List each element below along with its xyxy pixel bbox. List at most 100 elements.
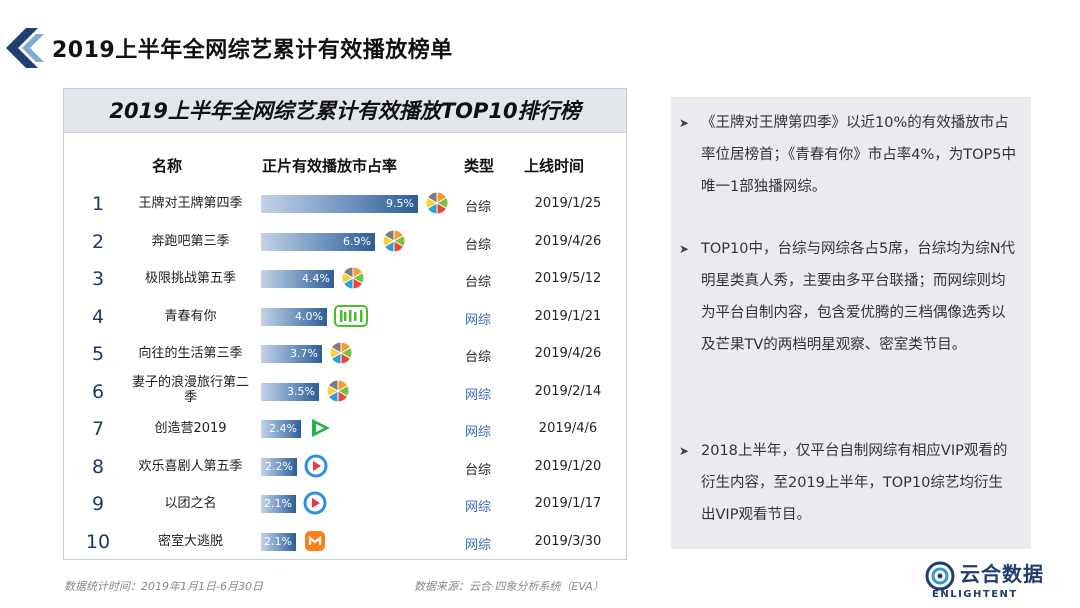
show-type: 网综	[464, 312, 491, 328]
table-row: 6 妻子的浪漫旅行第二季 3.5% 网综 2019/2/14	[63, 373, 627, 410]
chevron-left-icon	[6, 28, 44, 68]
arrow-bullet-icon: ➤	[679, 116, 690, 130]
launch-date: 2019/4/26	[534, 346, 602, 361]
footer-source: 数据来源：云合·四象分析系统（EVA）	[414, 580, 604, 593]
header-type: 类型	[464, 157, 495, 175]
show-name: 奔跑吧第三季	[151, 233, 230, 249]
share-bar: 9.5%	[261, 195, 418, 213]
show-type: 网综	[464, 387, 491, 403]
arrow-bullet-icon: ➤	[679, 242, 690, 256]
multi-platform-icon	[326, 378, 350, 403]
enlightent-logo-icon	[925, 561, 955, 591]
share-bar-label: 2.1%	[264, 497, 292, 510]
multi-platform-icon	[425, 191, 449, 215]
share-bar-label: 3.5%	[287, 384, 315, 398]
share-bar: 4.4%	[261, 270, 334, 288]
share-bar-label: 4.0%	[295, 309, 323, 323]
table-row: 3 极限挑战第五季 4.4% 台综 2019/5/12	[63, 260, 627, 297]
rank-number: 8	[91, 455, 105, 478]
launch-date: 2019/4/26	[534, 233, 602, 249]
multi-platform-icon	[341, 266, 365, 290]
mango-tv-icon	[303, 529, 327, 553]
show-name: 青春有你	[164, 308, 217, 324]
share-bar: 2.2%	[261, 457, 297, 476]
launch-date: 2019/1/25	[534, 196, 602, 211]
share-bar-label: 2.2%	[265, 459, 293, 473]
share-bar: 2.1%	[261, 495, 296, 513]
launch-date: 2019/3/30	[534, 533, 602, 549]
rank-number: 7	[91, 418, 105, 440]
share-bar: 6.9%	[261, 232, 375, 251]
show-name: 极限挑战第五季	[144, 271, 236, 286]
share-bar: 4.0%	[261, 307, 327, 326]
share-bar-label: 2.4%	[269, 422, 297, 435]
panel-title: 2019上半年全网综艺累计有效播放TOP10排行榜	[64, 89, 626, 133]
rank-number: 4	[91, 305, 105, 328]
show-type: 台综	[464, 237, 491, 253]
show-type: 台综	[464, 200, 491, 215]
show-name: 以团之名	[164, 496, 217, 511]
launch-date: 2019/1/17	[534, 496, 602, 511]
note-text: TOP10中，台综与网综各占5席，台综均为综N代明星类真人秀，主要由多平台联播；…	[701, 241, 1016, 353]
table-row: 10 密室大逃脱 2.1% 网综 2019/3/30	[63, 523, 627, 560]
youku-icon	[303, 491, 327, 515]
brand-name-en: ENLIGHTENT	[932, 589, 1018, 600]
share-bar: 2.1%	[261, 532, 296, 551]
note-item: ➤ 2018上半年，仅平台自制网综有相应VIP观看的衍生内容，至2019上半年，…	[679, 435, 1017, 531]
show-type: 台综	[464, 350, 491, 365]
youku-icon	[304, 454, 328, 478]
show-name: 欢乐喜剧人第五季	[138, 458, 243, 474]
share-bar-label: 3.7%	[290, 347, 318, 360]
table-row: 8 欢乐喜剧人第五季 2.2% 台综 2019/1/20	[63, 448, 627, 485]
rank-number: 10	[85, 530, 111, 553]
iqiyi-icon	[334, 304, 368, 328]
share-bar-label: 9.5%	[386, 197, 414, 210]
share-bar-label: 2.1%	[264, 534, 292, 548]
note-text: 2018上半年，仅平台自制网综有相应VIP观看的衍生内容，至2019上半年，TO…	[701, 443, 1008, 523]
show-type: 网综	[464, 537, 491, 553]
table-row: 5 向往的生活第三季 3.7% 台综 2019/4/26	[63, 335, 627, 372]
note-item: ➤ 《王牌对王牌第四季》以近10%的有效播放市占率位居榜首；《青春有你》市占率4…	[679, 107, 1017, 203]
show-name: 妻子的浪漫旅行第二季	[131, 374, 249, 405]
rank-number: 5	[91, 343, 105, 365]
rank-number: 9	[91, 493, 105, 515]
launch-date: 2019/1/21	[534, 308, 602, 324]
table-row: 7 创造营2019 2.4% 网综 2019/4/6	[63, 410, 627, 447]
notes-panel: ➤ 《王牌对王牌第四季》以近10%的有效播放市占率位居榜首；《青春有你》市占率4…	[671, 97, 1031, 549]
brand-name: 云合数据	[960, 562, 1044, 586]
launch-date: 2019/2/14	[534, 383, 602, 399]
footer-stat-period: 数据统计时间：2019年1月1日-6月30日	[64, 580, 263, 593]
share-bar: 3.5%	[261, 382, 319, 401]
launch-date: 2019/5/12	[534, 271, 602, 286]
show-name: 王牌对王牌第四季	[138, 196, 243, 211]
show-name: 创造营2019	[154, 421, 227, 436]
show-name: 密室大逃脱	[157, 533, 223, 549]
launch-date: 2019/1/20	[534, 458, 602, 474]
rank-number: 2	[91, 230, 105, 253]
note-text: 《王牌对王牌第四季》以近10%的有效播放市占率位居榜首；《青春有你》市占率4%，…	[701, 115, 1016, 195]
rank-number: 1	[91, 193, 105, 215]
rank-number: 3	[91, 268, 105, 290]
arrow-bullet-icon: ➤	[679, 444, 690, 458]
header-share: 正片有效播放市占率	[262, 157, 398, 175]
share-bar-label: 6.9%	[343, 234, 371, 248]
multi-platform-icon	[329, 341, 353, 365]
share-bar-label: 4.4%	[302, 272, 330, 285]
header-date: 上线时间	[524, 157, 585, 175]
table-row: 2 奔跑吧第三季 6.9% 台综 2019/4/26	[63, 223, 627, 260]
show-type: 网综	[464, 425, 491, 440]
launch-date: 2019/4/6	[538, 421, 598, 436]
ranking-panel: 2019上半年全网综艺累计有效播放TOP10排行榜	[63, 88, 627, 560]
table-row: 1 王牌对王牌第四季 9.5% 台综 2019/1/25	[63, 185, 627, 222]
rank-number: 6	[91, 380, 105, 403]
note-item: ➤ TOP10中，台综与网综各占5席，台综均为综N代明星类真人秀，主要由多平台联…	[679, 233, 1017, 361]
header-name: 名称	[152, 157, 183, 175]
tencent-video-icon	[308, 416, 332, 440]
share-bar: 3.7%	[261, 345, 322, 363]
multi-platform-icon	[382, 228, 406, 253]
table-row: 4 青春有你 4.0% 网综 2019/1/21	[63, 298, 627, 335]
show-name: 向往的生活第三季	[138, 346, 243, 361]
show-type: 台综	[464, 462, 491, 478]
share-bar: 2.4%	[261, 420, 301, 438]
show-type: 网综	[464, 500, 491, 515]
